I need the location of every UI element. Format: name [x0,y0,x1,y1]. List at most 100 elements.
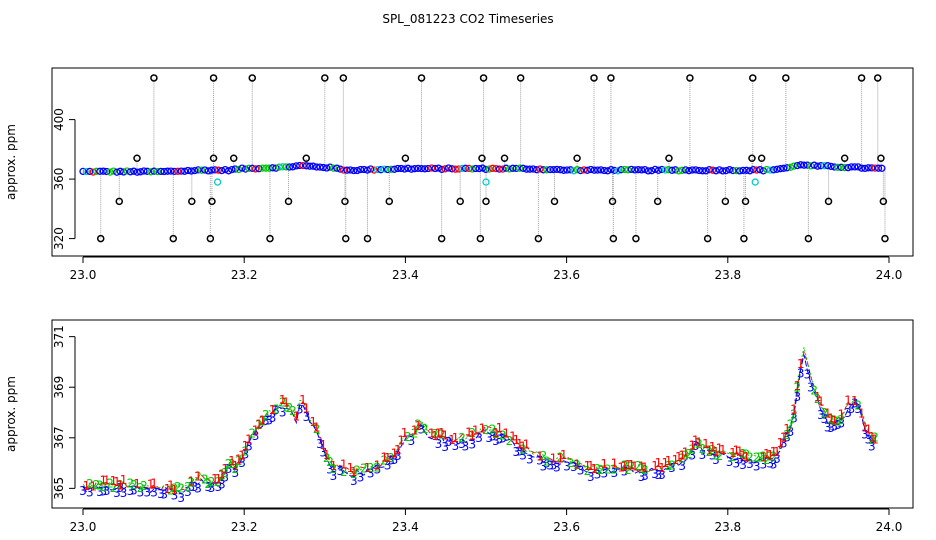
baseline-point [824,162,832,170]
series-marker-3: 3 [655,468,663,482]
series-marker-3: 3 [543,457,551,471]
series-marker-3: 3 [221,471,229,485]
series-marker-2: 2 [374,460,382,474]
series-marker-1: 1 [303,402,311,416]
series-marker-1: 1 [340,457,348,471]
figure-title: SPL_081223 CO2 Timeseries [382,12,553,26]
baseline-point [841,163,849,172]
series-marker-2: 2 [171,481,179,495]
series-marker-1: 1 [729,446,737,460]
series-marker-1: 1 [665,454,673,468]
series-marker-3: 3 [279,406,287,420]
bottom-plot-frame [51,319,914,509]
series-marker-2: 2 [567,456,575,470]
baseline-point [820,162,829,170]
series-marker-2: 2 [286,401,294,415]
series-marker-2: 2 [323,451,331,465]
baseline-point [306,162,314,170]
baseline-point [512,164,520,173]
top-x-axis: 23.0 23.2 23.4 23.6 23.8 24.0 [70,256,902,282]
series-marker-3: 3 [231,466,239,480]
series-marker-1: 1 [452,431,460,445]
baseline-point [664,166,673,174]
baseline-point [431,164,439,173]
series-marker-3: 3 [790,412,798,426]
series-marker-2: 2 [760,450,768,464]
outlier-point [740,234,748,243]
outlier-point [609,234,618,243]
baseline-point [864,164,873,172]
series-marker-1: 1 [790,402,798,416]
series-marker-2: 2 [184,480,192,494]
baseline-point [475,164,483,173]
series-marker-1: 1 [766,448,774,462]
baseline-point [648,167,656,175]
series-marker-1: 1 [479,422,487,436]
baseline-point [285,163,294,171]
baseline-point [319,163,327,172]
series-marker-2: 2 [678,452,686,466]
baseline-point [312,163,321,171]
baseline-point [725,166,734,174]
baseline-point [390,165,399,173]
top-y-axis: 320 360 400 [52,108,76,250]
outlier-point [516,74,525,82]
series-marker-3: 3 [851,397,859,411]
baseline-point [86,167,94,176]
outlier-point [339,74,348,82]
series-marker-2: 2 [837,413,845,427]
outlier-point [169,234,178,243]
series-marker-2: 2 [743,448,751,462]
series-marker-3: 3 [160,487,168,501]
series-marker-1: 1 [194,469,202,483]
baseline-point [847,163,856,171]
series-marker-1: 1 [110,474,118,488]
outlier-point [209,154,218,163]
series-marker-2: 2 [282,400,290,414]
series-marker-3: 3 [692,439,700,453]
series-marker-2: 2 [793,381,801,395]
baseline-point [231,165,239,173]
series-marker-1: 1 [221,462,229,476]
series-marker-3: 3 [739,458,747,472]
series-marker-2: 2 [360,461,368,475]
baseline-point [82,167,91,176]
series-marker-3: 3 [854,402,862,416]
outlier-point [476,234,485,243]
x-tick-label: 23.2 [231,520,258,534]
series-marker-3: 3 [540,459,548,473]
outlier-point [206,234,215,243]
x-tick-label: 23.4 [392,520,419,534]
series-marker-3: 3 [868,440,876,454]
series-marker-1: 1 [763,447,771,461]
series-marker-2: 2 [611,462,619,476]
baseline-point [140,167,148,175]
baseline-point [668,166,676,174]
series-marker-1: 1 [705,444,713,458]
outlier-point [840,154,849,163]
baseline-point [336,165,344,173]
baseline-point [157,167,165,176]
series-marker-3: 3 [553,461,561,475]
series-marker-3: 3 [391,453,399,467]
series-marker-1: 1 [465,426,473,440]
series-marker-2: 2 [668,458,676,472]
baseline-point [180,167,189,175]
baseline-point [532,166,541,174]
series-marker-3: 3 [191,480,199,494]
baseline-point [428,164,436,172]
series-marker-1: 1 [611,456,619,470]
series-marker-1: 1 [99,474,107,488]
y-tick-label: 371 [52,325,66,348]
series-marker-3: 3 [387,454,395,468]
series-marker-2: 2 [834,414,842,428]
series-marker-3: 3 [468,438,476,452]
series-marker-1: 1 [692,433,700,447]
baseline-point [329,164,338,172]
series-marker-3: 3 [116,481,124,495]
baseline-point [465,164,473,173]
outlier-point [500,154,509,163]
outlier-point [363,234,372,243]
baseline-point [292,162,300,170]
series-marker-1: 1 [617,461,625,475]
